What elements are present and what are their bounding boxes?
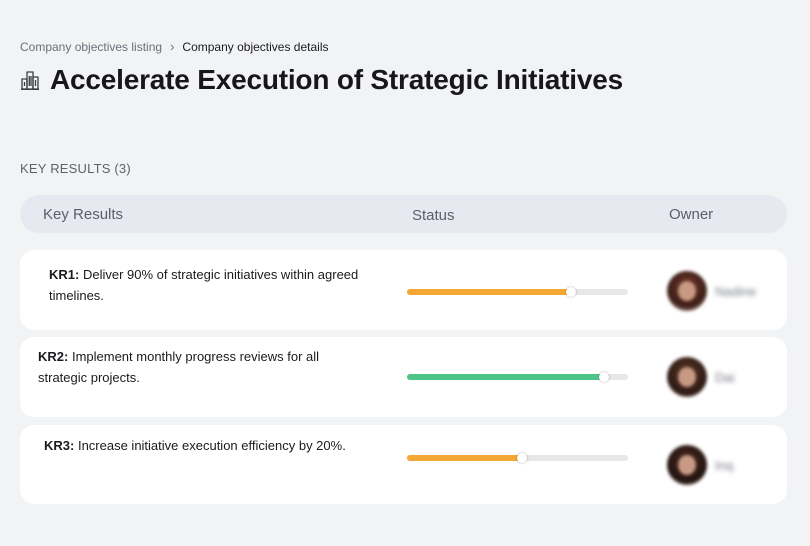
- table-row[interactable]: KR3: Increase initiative execution effic…: [20, 425, 787, 504]
- owner[interactable]: Nadine: [667, 271, 756, 311]
- progress-handle[interactable]: [565, 287, 576, 297]
- progress-bar[interactable]: [407, 372, 628, 382]
- key-result-text: KR1: Deliver 90% of strategic initiative…: [49, 264, 369, 306]
- column-header-status: Status: [412, 207, 455, 224]
- key-result-description: Implement monthly progress reviews for a…: [38, 349, 320, 385]
- page-title: Accelerate Execution of Strategic Initia…: [50, 64, 623, 95]
- owner-name: Dai: [715, 369, 735, 385]
- breadcrumb-current: Company objectives details: [182, 39, 329, 54]
- owner-name: Nadine: [715, 283, 757, 299]
- avatar: [667, 445, 707, 485]
- key-result-description: Increase initiative execution efficiency…: [74, 438, 346, 453]
- avatar: [667, 271, 707, 311]
- column-header-key-results: Key Results: [43, 206, 124, 223]
- progress-fill: [407, 289, 571, 295]
- progress-handle[interactable]: [598, 372, 609, 382]
- key-result-text: KR2: Implement monthly progress reviews …: [38, 346, 358, 388]
- key-result-description: Deliver 90% of strategic initiatives wit…: [49, 267, 359, 303]
- key-result-code: KR2:: [38, 349, 69, 364]
- breadcrumb: Company objectives listing › Company obj…: [20, 39, 329, 54]
- table-row[interactable]: KR1: Deliver 90% of strategic initiative…: [20, 250, 787, 330]
- table-header: Key Results Status Owner: [20, 195, 787, 233]
- owner[interactable]: Dai: [667, 357, 735, 397]
- table-row[interactable]: KR2: Implement monthly progress reviews …: [20, 337, 787, 417]
- key-result-code: KR1:: [49, 267, 80, 282]
- progress-fill: [407, 374, 604, 380]
- key-result-code: KR3:: [44, 438, 75, 453]
- chevron-right-icon: ›: [170, 39, 175, 54]
- avatar: [667, 357, 707, 397]
- progress-bar[interactable]: [407, 453, 628, 463]
- owner[interactable]: Inq: [667, 445, 733, 485]
- breadcrumb-link-objectives-listing[interactable]: Company objectives listing: [20, 39, 163, 54]
- owner-name: Inq: [715, 457, 734, 473]
- column-header-owner: Owner: [669, 206, 714, 223]
- key-result-text: KR3: Increase initiative execution effic…: [44, 435, 364, 456]
- progress-fill: [407, 455, 522, 461]
- progress-bar[interactable]: [407, 287, 628, 297]
- progress-handle[interactable]: [516, 453, 527, 463]
- buildings-icon: [21, 71, 39, 90]
- page-header: Accelerate Execution of Strategic Initia…: [20, 64, 623, 96]
- section-label-key-results: KEY RESULTS (3): [20, 161, 131, 176]
